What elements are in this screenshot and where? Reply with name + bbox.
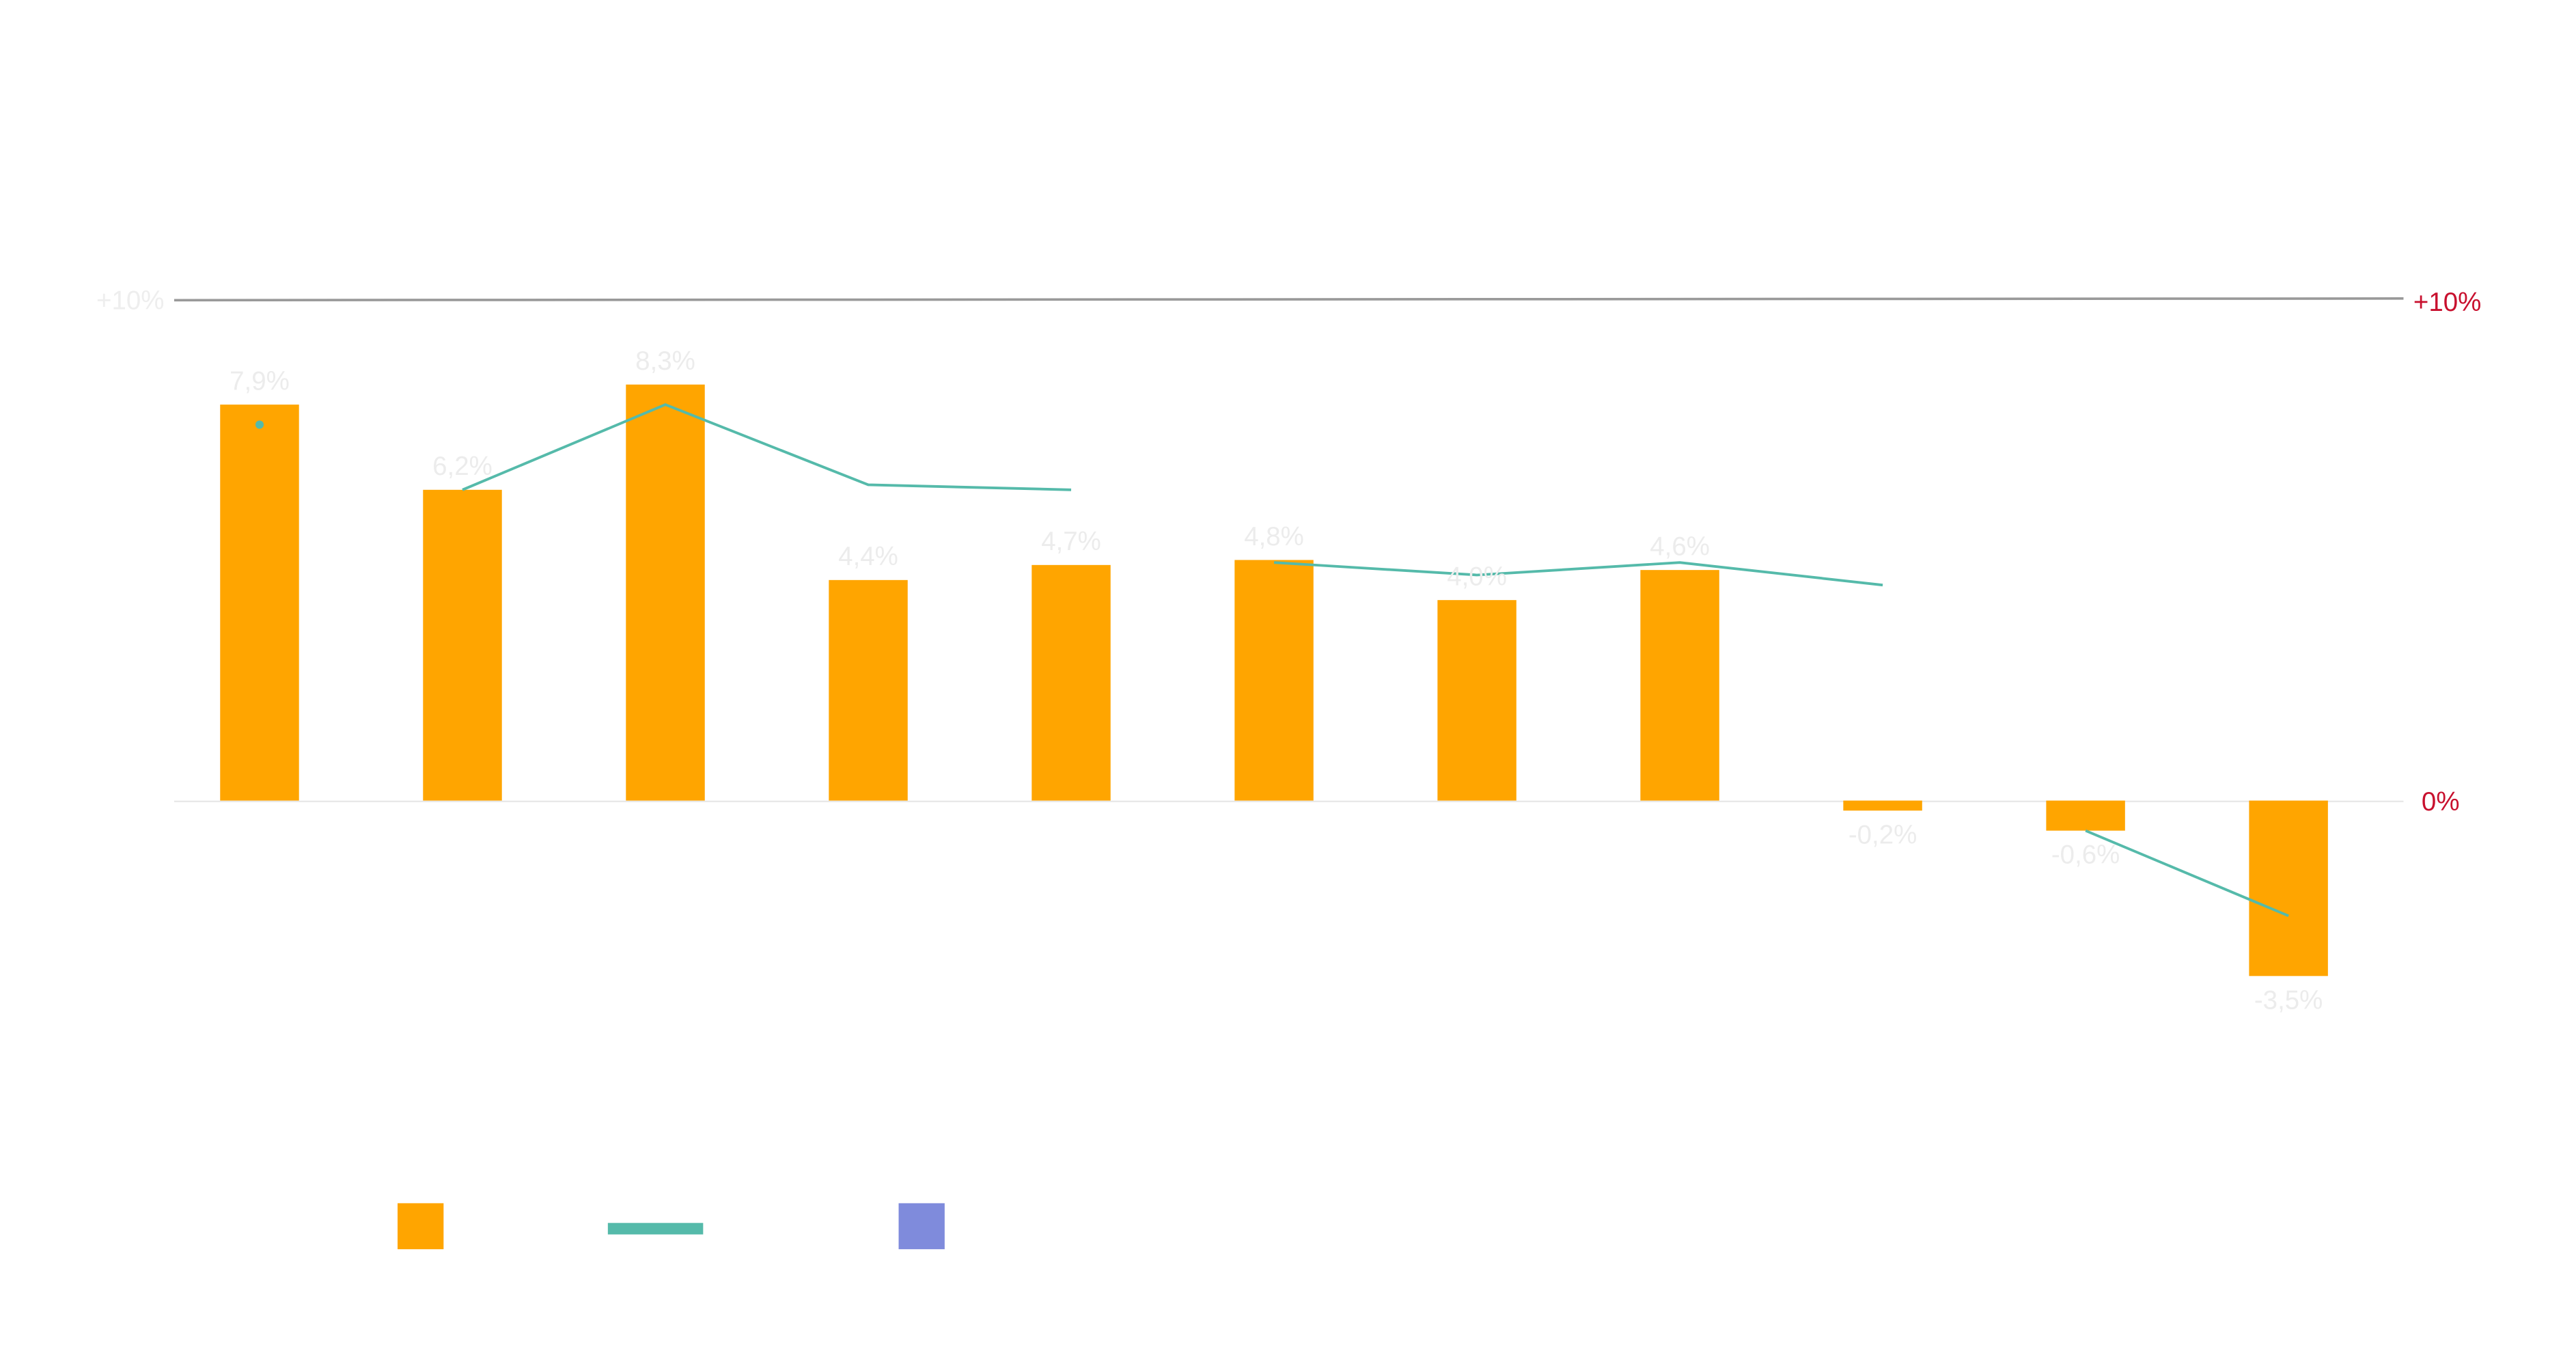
data-label: -0,2%: [1848, 820, 1917, 849]
bar: [626, 384, 705, 801]
data-label: 4,6%: [1650, 532, 1710, 562]
right-axis-tick-label: +10%: [2413, 288, 2481, 317]
data-label: -0,6%: [2051, 840, 2120, 870]
line-series-segment: [1273, 561, 1883, 587]
bar: [1640, 570, 1719, 801]
reference-line-10pct: [174, 297, 2404, 302]
bar: [1031, 564, 1111, 801]
line-point: [255, 420, 264, 429]
legend-swatch-bar-orange[interactable]: [398, 1203, 444, 1250]
bar: [1843, 800, 1922, 811]
bar: [423, 489, 502, 801]
line-series-segment: [2085, 829, 2289, 918]
data-label: -3,5%: [2254, 985, 2323, 1015]
bar: [2249, 800, 2328, 976]
bar: [1234, 560, 1314, 801]
legend-swatch-bar-purple[interactable]: [898, 1203, 945, 1250]
left-axis-tick-label: +10%: [96, 286, 164, 315]
right-axis-tick-label: 0%: [2422, 787, 2460, 817]
bar: [2046, 800, 2125, 831]
legend-swatch-line-teal[interactable]: [607, 1222, 704, 1235]
bar: [220, 405, 299, 801]
legend: [398, 1203, 945, 1250]
data-label: 7,9%: [230, 366, 290, 396]
data-label: 6,2%: [432, 452, 493, 481]
bar: [829, 579, 908, 801]
bar: [1437, 600, 1516, 801]
data-label: 4,4%: [838, 542, 898, 571]
data-label: 8,3%: [635, 346, 695, 376]
data-label: 4,8%: [1244, 522, 1304, 551]
line-series-segment: [462, 403, 1072, 491]
data-label: 4,0%: [1447, 562, 1507, 592]
data-label: 4,7%: [1041, 527, 1101, 556]
